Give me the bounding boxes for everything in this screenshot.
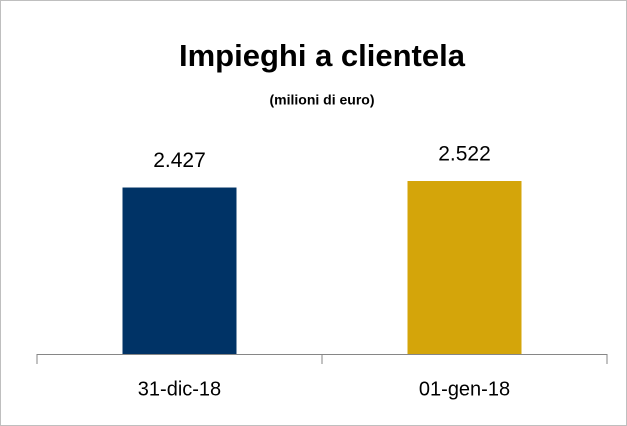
bar [122,187,237,354]
bar [407,181,522,354]
chart-title: Impieghi a clientela [179,38,466,73]
chart-subtitle: (milioni di euro) [270,92,375,108]
x-tick-label: 31-dic-18 [138,378,221,400]
value-label: 2.427 [153,149,206,172]
value-label: 2.522 [438,143,491,166]
x-tick-label: 01-gen-18 [419,378,510,400]
